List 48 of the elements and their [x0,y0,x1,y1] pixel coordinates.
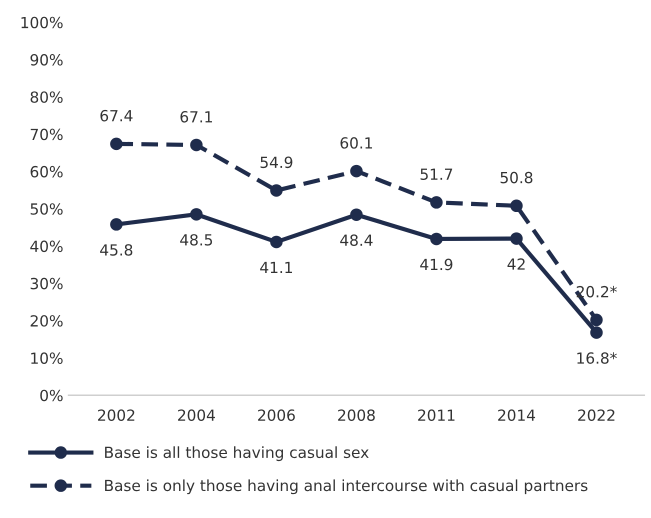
data-label: 67.1 [180,111,212,123]
y-tick-label: 30% [30,278,63,290]
point [190,138,203,152]
y-tick-label: 60% [30,166,63,178]
data-label: 20.2* [576,286,617,298]
point [510,232,523,245]
x-tick-label: 2008 [338,409,375,421]
data-label: 42 [507,258,525,270]
y-tick-label: 10% [31,352,63,364]
point [190,208,203,221]
x-tick-label: 2022 [578,409,614,421]
y-tick-label: 100% [21,16,63,28]
data-label: 45.8 [100,244,132,256]
point [110,218,123,231]
point [110,138,123,150]
y-tick-label: 40% [30,240,63,252]
point [270,236,283,248]
legend-label: Base is all those having casual sex [105,446,369,462]
y-tick-label: 0% [40,390,63,402]
y-tick-label: 80% [30,91,63,103]
data-label: 48.4 [340,234,373,246]
legend-label: Base is only those having anal intercourse with casual partners [105,479,588,494]
x-tick-label: 2011 [418,409,454,421]
x-tick-label: 2002 [98,409,134,421]
y-tick-label: 20% [30,315,63,327]
data-label: 60.1 [340,137,372,149]
y-tick-label: 50% [30,203,63,215]
data-label: 54.9 [260,156,292,168]
data-label: 41.1 [260,262,292,273]
point [350,208,363,221]
data-label: 48.5 [180,234,212,246]
data-label: 16.8* [577,352,617,364]
data-label: 51.7 [420,168,452,180]
x-tick-label: 2014 [498,409,536,421]
x-tick-label: 2004 [178,409,215,421]
data-label: 50.8 [500,172,532,184]
point [350,164,363,178]
point [270,184,283,197]
point [590,326,603,339]
point [430,232,443,246]
data-label: 67.4 [100,110,133,122]
data-label: 41.9 [420,258,452,270]
point [590,314,603,326]
point [430,196,443,209]
y-tick-label: 70% [30,128,63,140]
x-tick-label: 2006 [258,409,295,421]
y-tick-label: 90% [30,54,63,66]
point [510,200,523,212]
